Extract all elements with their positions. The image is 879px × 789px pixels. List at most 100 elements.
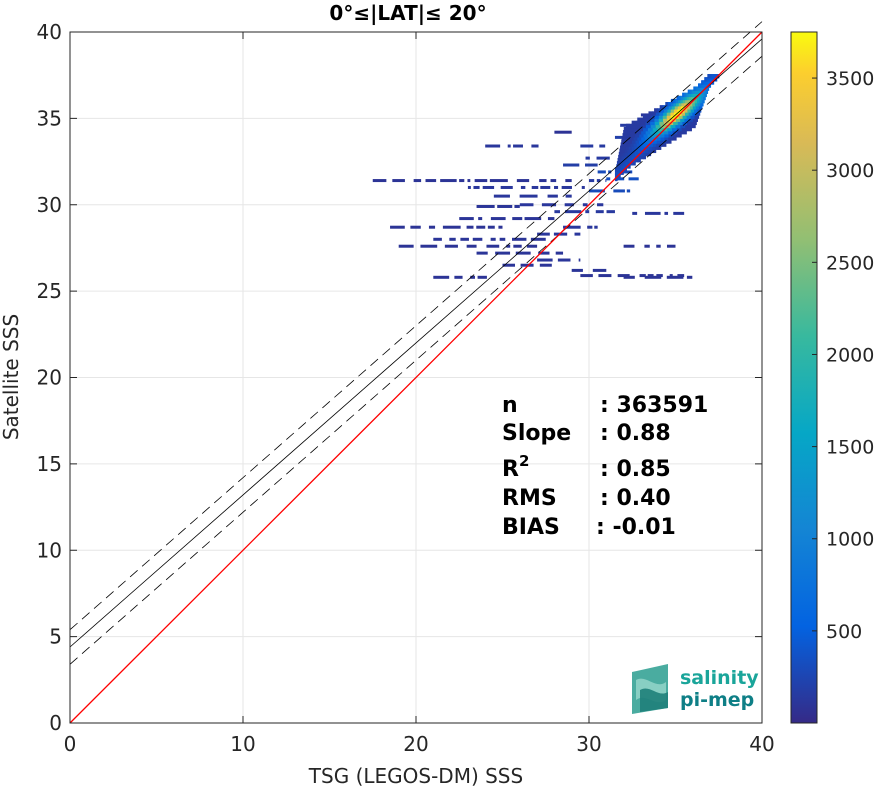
heatmap-cell <box>628 177 639 181</box>
y-axis-label: Satellite SSS <box>0 314 23 440</box>
heatmap-cell <box>705 77 708 82</box>
heatmap-cell <box>637 148 641 154</box>
heatmap-cell <box>654 108 659 113</box>
heatmap-cell <box>699 86 702 91</box>
heatmap-cell <box>617 177 625 181</box>
heatmap-cell <box>689 92 692 98</box>
heatmap-cell <box>672 133 678 138</box>
heatmap-cell <box>624 139 629 144</box>
heatmap-cell <box>632 161 635 166</box>
heatmap-cell <box>694 108 699 113</box>
heatmap-cell <box>699 92 702 98</box>
x-tick-label: 30 <box>576 732 601 756</box>
heatmap-cell <box>485 144 501 148</box>
heatmap-cell <box>687 92 690 98</box>
heatmap-cell <box>641 117 647 122</box>
heatmap-cell <box>640 145 644 150</box>
heatmap-cell <box>499 237 506 241</box>
heatmap-cell <box>623 275 635 279</box>
heatmap-cell <box>372 179 387 183</box>
stats-annotation: n : 363591 Slope : 0.88 R2 : 0.85 RMS : … <box>502 393 708 540</box>
heatmap-cell <box>490 237 496 241</box>
heatmap-cell <box>623 161 626 166</box>
heatmap-cell <box>636 129 642 135</box>
heatmap-cell <box>704 89 707 94</box>
heatmap-cell <box>589 179 595 183</box>
heatmap-cell <box>580 144 594 148</box>
stat-rms-label: RMS <box>502 486 557 511</box>
heatmap-cell <box>621 164 623 169</box>
heatmap-cell <box>643 151 647 157</box>
heatmap-cell <box>694 86 697 91</box>
colorbar-ticks: 500 1000 1500 2000 2500 3000 3500 <box>812 68 874 643</box>
heatmap-cell <box>687 89 690 94</box>
heatmap-cell <box>667 126 673 132</box>
heatmap-cell <box>681 129 687 135</box>
heatmap-cell <box>617 167 619 172</box>
heatmap-cell <box>660 136 666 141</box>
heatmap-cell <box>495 251 511 255</box>
heatmap-cell <box>538 251 550 255</box>
heatmap-cell <box>467 179 471 183</box>
heatmap-cell <box>621 136 627 141</box>
heatmap-cell <box>709 80 711 85</box>
heatmap-cell <box>688 95 692 101</box>
heatmap-cell <box>673 120 679 126</box>
heatmap-cell <box>625 145 630 150</box>
stat-n-label: n <box>502 393 518 418</box>
heatmap-cell <box>686 95 690 101</box>
heatmap-cell <box>597 203 604 207</box>
heatmap-cell <box>627 154 631 160</box>
heatmap-cell <box>686 114 692 119</box>
heatmap-cell <box>657 108 662 113</box>
heatmap-cell <box>639 154 643 160</box>
heatmap-cell <box>664 211 669 215</box>
heatmap-cell <box>680 98 684 104</box>
heatmap-cell <box>705 83 707 88</box>
heatmap-cell <box>684 108 689 113</box>
heatmap-cell <box>564 203 574 207</box>
heatmap-cell <box>619 148 623 154</box>
heatmap-cell <box>702 92 706 98</box>
heatmap-cell <box>623 126 630 132</box>
heatmap-cell <box>711 74 713 79</box>
heatmap-cell <box>470 275 475 279</box>
heatmap-cell <box>696 86 699 91</box>
heatmap-cell <box>645 117 651 122</box>
heatmap-cell <box>645 148 649 154</box>
heatmap-cell <box>619 164 621 169</box>
heatmap-cell <box>547 217 555 221</box>
heatmap-cell <box>640 120 647 126</box>
heatmap-cell <box>512 217 523 221</box>
heatmap-cell <box>705 83 708 88</box>
heatmap-cell <box>700 86 703 91</box>
heatmap-cell <box>690 108 695 113</box>
heatmap-cell <box>667 139 672 144</box>
heatmap-cell <box>715 74 717 79</box>
heatmap-cell <box>662 114 668 119</box>
heatmap-cell <box>629 148 633 154</box>
heatmap-cell <box>698 89 702 94</box>
heatmap-cell <box>624 167 627 172</box>
heatmap-cell <box>624 157 627 163</box>
heatmap-cell <box>561 185 572 189</box>
heatmap-cell <box>616 167 618 172</box>
heatmap-cell <box>695 105 700 110</box>
heatmap-cell <box>620 142 625 147</box>
heatmap-cell <box>608 170 612 174</box>
heatmap-cell <box>622 170 624 175</box>
heatmap-cell <box>639 139 644 144</box>
heatmap-cell <box>635 157 638 163</box>
heatmap-cell <box>619 167 621 172</box>
heatmap-cell <box>683 105 688 110</box>
heatmap-cell <box>703 86 705 91</box>
heatmap-cell <box>693 89 696 94</box>
heatmap-cell <box>643 145 647 150</box>
heatmap-cell <box>636 120 642 126</box>
heatmap-cell <box>673 211 685 215</box>
heatmap-cell <box>656 136 662 141</box>
heatmap-cell <box>692 98 696 104</box>
heatmap-cell <box>652 142 657 147</box>
heatmap-cell <box>477 275 487 279</box>
heatmap-cell <box>672 126 678 132</box>
